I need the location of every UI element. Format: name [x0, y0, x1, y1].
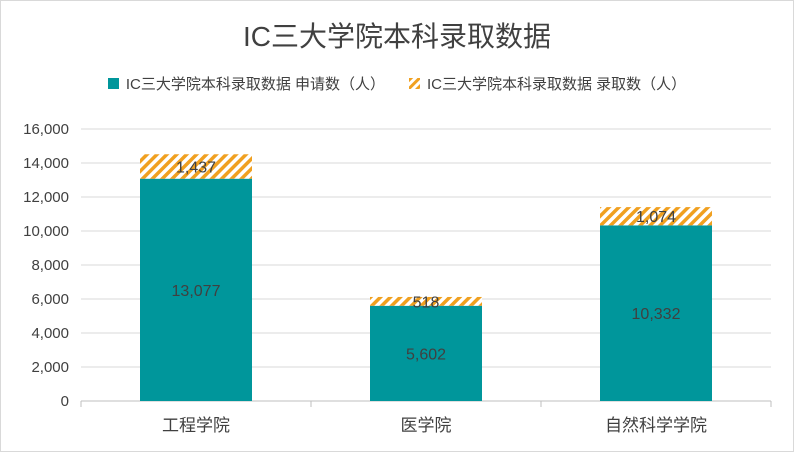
legend-swatch-applications: [107, 78, 119, 89]
bar-applications: [600, 225, 712, 401]
x-category-label: 工程学院: [162, 416, 230, 435]
legend-swatch-admissions: [409, 78, 420, 89]
y-tick-label: 0: [61, 393, 69, 410]
legend-label-admissions: IC三大学院本科录取数据 录取数（人）: [427, 76, 687, 93]
data-label-applications: 13,077: [172, 283, 221, 300]
y-tick-label: 4,000: [31, 325, 69, 342]
y-tick-label: 10,000: [23, 223, 69, 240]
y-tick-label: 2,000: [31, 359, 69, 376]
y-tick-label: 16,000: [23, 121, 69, 138]
y-tick-label: 8,000: [31, 257, 69, 274]
y-tick-label: 12,000: [23, 189, 69, 206]
legend-label-applications: IC三大学院本科录取数据 申请数（人）: [125, 76, 385, 93]
chart-title: IC三大学院本科录取数据: [242, 21, 551, 52]
y-tick-label: 14,000: [23, 155, 69, 172]
data-label-applications: 5,602: [406, 346, 446, 363]
bar-applications: [140, 178, 252, 401]
bar-applications: [370, 305, 482, 401]
legend-item-admissions: IC三大学院本科录取数据 录取数（人）: [409, 73, 686, 94]
legend-item-applications: IC三大学院本科录取数据 申请数（人）: [107, 73, 385, 94]
data-label-admissions: 1,074: [636, 209, 676, 226]
bar-admissions: [370, 296, 482, 306]
data-label-admissions: 518: [413, 294, 440, 311]
data-label-admissions: 1,437: [176, 159, 216, 176]
y-tick-label: 6,000: [31, 291, 69, 308]
data-label-applications: 10,332: [632, 306, 681, 323]
chart-legend: IC三大学院本科录取数据 申请数（人） IC三大学院本科录取数据 录取数（人）: [1, 73, 793, 94]
x-category-label: 自然科学学院: [605, 416, 707, 435]
bar-admissions: [140, 154, 252, 179]
x-category-label: 医学院: [401, 416, 452, 435]
bar-admissions: [600, 207, 712, 226]
